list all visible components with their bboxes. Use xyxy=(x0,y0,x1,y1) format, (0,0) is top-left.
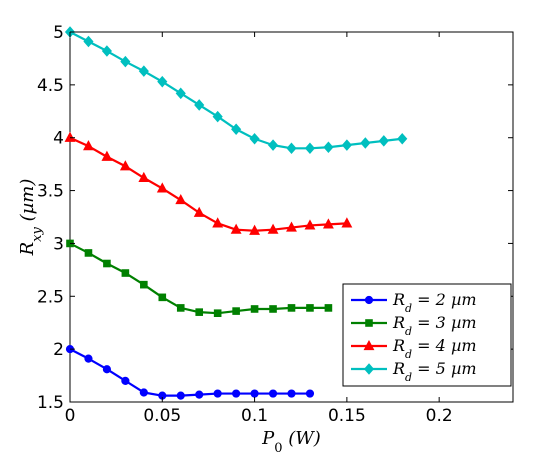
x-tick-label: 0.05 xyxy=(143,406,181,426)
data-point xyxy=(341,139,352,151)
data-point xyxy=(268,389,278,398)
data-point xyxy=(249,224,261,235)
data-point xyxy=(195,308,204,316)
legend-label: Rd = 4 µm xyxy=(392,336,477,361)
data-point xyxy=(158,293,167,302)
data-point xyxy=(287,389,296,398)
data-point xyxy=(121,269,130,277)
data-point xyxy=(84,354,93,363)
data-point xyxy=(306,304,314,312)
data-point xyxy=(84,249,93,257)
y-tick-label: 4 xyxy=(53,129,64,149)
data-point xyxy=(250,389,259,398)
data-point xyxy=(232,389,241,398)
data-point xyxy=(323,141,334,153)
data-point xyxy=(213,389,222,398)
x-axis-label: P0 (W) xyxy=(261,428,321,456)
data-point xyxy=(212,110,223,123)
legend-marker xyxy=(363,339,375,351)
x-tick-label: 0.1 xyxy=(241,406,268,426)
data-point xyxy=(230,223,242,234)
data-point xyxy=(397,133,408,145)
data-point xyxy=(83,35,94,48)
data-point xyxy=(193,206,205,217)
data-point xyxy=(101,45,112,57)
data-point xyxy=(286,221,297,232)
data-point xyxy=(267,139,279,151)
data-point xyxy=(269,305,277,313)
axes-layer: 0 0.05 0.1 0.15 0.2 1.5 2 2.5 3 3.5 4 4.5 5 P0 (W) Rxy… xyxy=(17,23,513,456)
x-tick-label: 0 xyxy=(65,406,76,426)
data-point xyxy=(286,142,297,155)
data-point xyxy=(175,194,187,205)
data-point xyxy=(157,75,168,88)
data-point xyxy=(249,133,260,145)
data-point xyxy=(360,137,371,149)
x-tick-label: 0.2 xyxy=(426,406,453,426)
data-point xyxy=(120,55,131,68)
legend-marker xyxy=(365,319,373,327)
series-2 xyxy=(66,239,333,317)
y-tick-label: 5 xyxy=(53,23,64,43)
data-point xyxy=(119,160,131,171)
x-tick-label: 0.15 xyxy=(328,406,366,426)
data-point xyxy=(378,135,389,147)
data-point xyxy=(213,309,222,317)
series-1 xyxy=(65,345,315,400)
data-point xyxy=(212,217,224,228)
data-point xyxy=(287,304,296,312)
legend-item: Rd = 5 µm xyxy=(351,359,477,384)
data-point xyxy=(121,376,130,385)
data-point xyxy=(304,142,316,155)
data-point xyxy=(139,388,148,397)
data-point xyxy=(83,140,94,151)
series-3 xyxy=(64,131,353,235)
data-point xyxy=(138,65,149,77)
y-tick-label: 1.5 xyxy=(37,393,64,413)
y-tick-label: 4.5 xyxy=(37,76,64,96)
data-point xyxy=(103,259,111,268)
legend-label: Rd = 2 µm xyxy=(392,290,477,315)
data-point xyxy=(195,390,204,399)
legend-item: Rd = 4 µm xyxy=(351,336,477,361)
y-tick-label: 3 xyxy=(53,234,64,254)
data-point xyxy=(102,365,112,374)
data-point xyxy=(322,218,334,229)
data-point xyxy=(175,87,186,100)
series-line xyxy=(69,136,347,232)
legend-label: Rd = 5 µm xyxy=(392,359,477,384)
data-point xyxy=(267,223,279,234)
data-point xyxy=(305,389,315,398)
y-tick-label: 2.5 xyxy=(37,287,64,307)
data-point xyxy=(101,150,113,161)
data-point xyxy=(304,219,316,230)
data-point xyxy=(250,305,259,313)
legend-item: Rd = 3 µm xyxy=(351,313,477,338)
data-point xyxy=(64,131,76,142)
data-point xyxy=(194,99,205,111)
data-point xyxy=(231,123,242,136)
y-tick-label: 2 xyxy=(53,340,64,360)
legend-label: Rd = 3 µm xyxy=(392,313,477,338)
legend-marker xyxy=(363,363,375,375)
legend-item: Rd = 2 µm xyxy=(351,290,477,315)
data-point xyxy=(156,182,168,193)
y-tick-label: 3.5 xyxy=(37,182,64,202)
data-point xyxy=(176,391,185,400)
data-point xyxy=(176,304,185,312)
series-layer xyxy=(64,26,408,400)
data-point xyxy=(341,217,353,228)
data-point xyxy=(138,171,150,182)
legend-marker xyxy=(364,295,374,305)
data-point xyxy=(140,280,148,289)
data-point xyxy=(324,304,333,312)
series-4 xyxy=(64,26,408,155)
y-axis-label: Rxy (µm) xyxy=(17,179,45,257)
data-point xyxy=(232,307,240,315)
